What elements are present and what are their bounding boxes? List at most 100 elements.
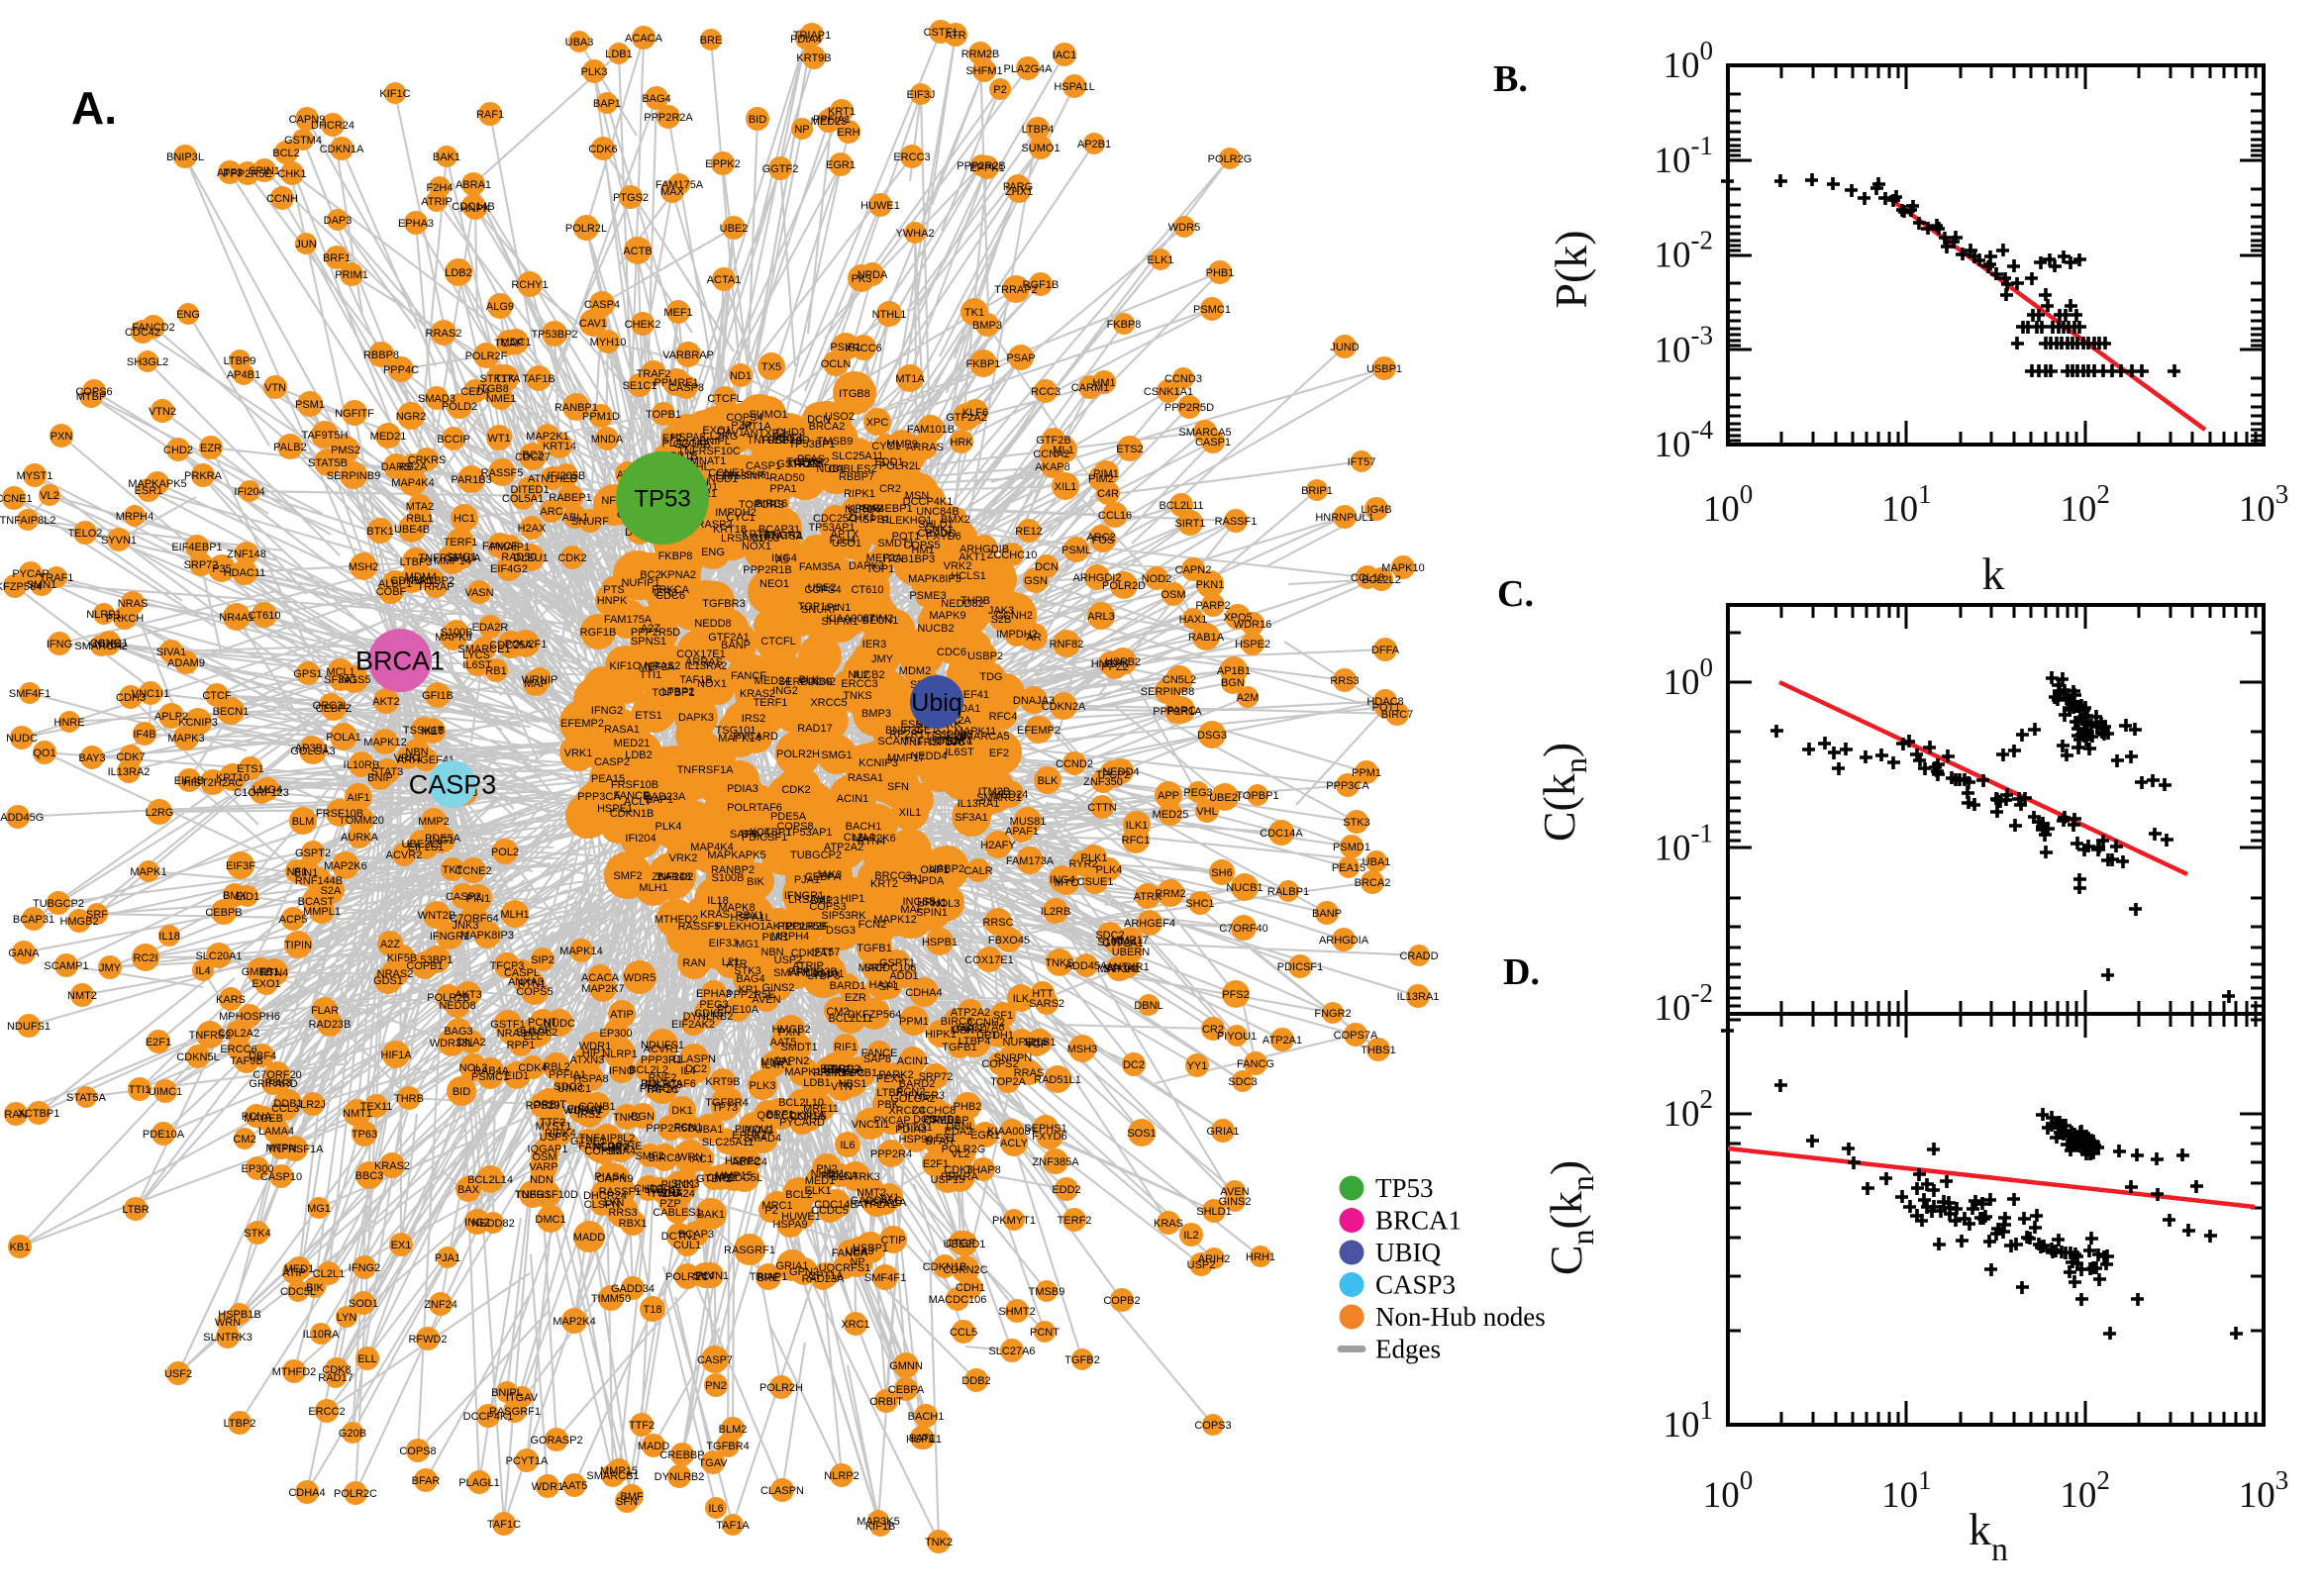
svg-text:NEDD8: NEDD8 xyxy=(694,618,731,630)
svg-text:SH3GL2: SH3GL2 xyxy=(127,356,168,368)
svg-text:CASP4: CASP4 xyxy=(584,299,620,311)
svg-text:HIP1: HIP1 xyxy=(582,1047,606,1059)
svg-text:USO2: USO2 xyxy=(825,411,855,423)
svg-text:ACVR2: ACVR2 xyxy=(386,849,423,861)
svg-text:PKN1: PKN1 xyxy=(1196,579,1225,591)
svg-text:NUFIP1: NUFIP1 xyxy=(1002,1037,1041,1048)
svg-text:CASP3: CASP3 xyxy=(1375,1270,1456,1300)
svg-text:CASP3: CASP3 xyxy=(409,769,497,799)
svg-text:CHD3: CHD3 xyxy=(775,427,805,439)
svg-text:SCAMP1: SCAMP1 xyxy=(44,960,88,972)
svg-text:ING2: ING2 xyxy=(772,685,798,697)
svg-text:TOPORS: TOPORS xyxy=(739,499,784,511)
svg-text:TELO2: TELO2 xyxy=(68,528,103,540)
svg-text:MRPH4: MRPH4 xyxy=(116,511,154,523)
svg-text:XRCC6: XRCC6 xyxy=(845,343,881,354)
svg-text:FANCF: FANCF xyxy=(731,670,766,682)
svg-text:RIPK1: RIPK1 xyxy=(844,488,875,500)
svg-text:MG1: MG1 xyxy=(307,1203,331,1215)
svg-text:TOPBP1: TOPBP1 xyxy=(1236,790,1278,802)
svg-text:LDB1: LDB1 xyxy=(605,49,633,60)
svg-text:TTF2: TTF2 xyxy=(629,1420,655,1432)
svg-text:RAF1: RAF1 xyxy=(476,109,504,121)
svg-text:ARL3: ARL3 xyxy=(1087,611,1115,623)
svg-text:TAF1A: TAF1A xyxy=(716,1520,750,1532)
svg-text:CAPN2: CAPN2 xyxy=(1175,564,1212,576)
svg-text:SMF2: SMF2 xyxy=(635,1150,663,1162)
svg-text:BMX2: BMX2 xyxy=(941,514,970,526)
svg-text:CDK2AT: CDK2AT xyxy=(791,948,834,959)
svg-text:DBNL: DBNL xyxy=(1134,1000,1162,1012)
svg-text:MYST1: MYST1 xyxy=(17,470,53,482)
svg-text:PPP2R2B: PPP2R2B xyxy=(957,160,1006,172)
svg-text:PPP2R5D: PPP2R5D xyxy=(631,627,680,639)
svg-text:EIF3J: EIF3J xyxy=(709,938,738,949)
svg-text:ATP2A1: ATP2A1 xyxy=(1262,1035,1302,1047)
svg-text:XIL1: XIL1 xyxy=(899,807,922,819)
svg-text:IFI204: IFI204 xyxy=(234,486,264,498)
svg-text:COPB3: COPB3 xyxy=(584,1146,621,1157)
svg-text:GSTM4: GSTM4 xyxy=(284,135,322,147)
svg-text:TERF2: TERF2 xyxy=(1058,1215,1092,1227)
svg-text:NDN: NDN xyxy=(530,1174,554,1186)
svg-text:CEBPB: CEBPB xyxy=(205,907,242,919)
svg-text:ING4: ING4 xyxy=(1050,874,1075,886)
svg-text:CRADD: CRADD xyxy=(917,528,956,540)
svg-text:IQGAP1: IQGAP1 xyxy=(528,1144,568,1155)
svg-text:P(k): P(k) xyxy=(1546,230,1596,308)
svg-text:CSNK1A1: CSNK1A1 xyxy=(1144,386,1193,398)
svg-text:MTA2: MTA2 xyxy=(406,501,435,513)
svg-text:ARIH2: ARIH2 xyxy=(1198,1253,1230,1265)
svg-text:SF3A1: SF3A1 xyxy=(955,812,988,824)
svg-text:SMDT1: SMDT1 xyxy=(780,1042,817,1053)
svg-text:MMP9: MMP9 xyxy=(886,439,918,450)
svg-text:IL13RA1: IL13RA1 xyxy=(1397,991,1440,1003)
svg-text:CL2L1: CL2L1 xyxy=(844,832,875,844)
svg-text:DSG3: DSG3 xyxy=(1197,730,1227,742)
svg-text:SF3A1: SF3A1 xyxy=(324,674,357,686)
svg-text:PPP2R5D: PPP2R5D xyxy=(1164,402,1214,414)
svg-text:UBE4B: UBE4B xyxy=(394,524,430,536)
svg-text:CTTN: CTTN xyxy=(1087,802,1116,814)
svg-text:HMGB2: HMGB2 xyxy=(771,1024,810,1036)
svg-text:RAB1A: RAB1A xyxy=(1188,632,1225,644)
svg-text:GANA: GANA xyxy=(8,948,40,959)
svg-text:FAM101B: FAM101B xyxy=(907,424,955,436)
svg-text:BAP1: BAP1 xyxy=(646,794,673,806)
svg-text:CDC14B: CDC14B xyxy=(452,201,494,213)
svg-text:IF4B: IF4B xyxy=(133,729,155,741)
svg-text:BECN1: BECN1 xyxy=(213,706,250,718)
svg-text:DK1: DK1 xyxy=(671,1105,692,1117)
svg-text:PFS2: PFS2 xyxy=(1222,989,1250,1001)
svg-text:NLRP2: NLRP2 xyxy=(824,1470,858,1482)
svg-text:EF2: EF2 xyxy=(662,433,682,445)
svg-text:WDR5: WDR5 xyxy=(1168,222,1200,234)
svg-text:MAPK12: MAPK12 xyxy=(363,737,406,748)
svg-text:A.: A. xyxy=(71,82,117,134)
svg-text:APP: APP xyxy=(1158,790,1179,802)
svg-text:PHB2: PHB2 xyxy=(954,1101,982,1113)
svg-text:BCL2L11: BCL2L11 xyxy=(828,1013,872,1025)
svg-text:PSM1: PSM1 xyxy=(295,399,325,411)
svg-text:WDR1: WDR1 xyxy=(532,1481,563,1493)
svg-text:EIF3J: EIF3J xyxy=(907,89,936,101)
svg-text:DYNLRB2: DYNLRB2 xyxy=(655,1471,705,1483)
svg-text:TP73: TP73 xyxy=(712,1102,738,1114)
svg-text:MAPK1: MAPK1 xyxy=(130,866,166,878)
svg-text:GSN: GSN xyxy=(1024,575,1048,587)
svg-text:LIG4B: LIG4B xyxy=(1361,504,1391,516)
svg-text:PZP: PZP xyxy=(659,1198,680,1210)
svg-text:TNFRSF10D: TNFRSF10D xyxy=(515,1189,578,1201)
svg-text:PTGS2: PTGS2 xyxy=(613,192,649,204)
svg-text:BARD1: BARD1 xyxy=(830,980,866,992)
svg-text:PPA1: PPA1 xyxy=(769,483,796,495)
svg-text:RBL2: RBL2 xyxy=(543,1061,570,1073)
svg-text:MAPK3: MAPK3 xyxy=(167,733,204,745)
svg-text:IL13RA2: IL13RA2 xyxy=(108,766,151,778)
svg-text:LTBP1: LTBP1 xyxy=(645,1184,677,1196)
svg-text:CCDC5: CCDC5 xyxy=(811,1205,849,1217)
svg-text:DAPK3: DAPK3 xyxy=(678,712,714,724)
svg-text:EGR1: EGR1 xyxy=(826,159,856,171)
svg-text:USBP2: USBP2 xyxy=(967,650,1003,662)
svg-text:IL6R: IL6R xyxy=(529,1025,552,1037)
